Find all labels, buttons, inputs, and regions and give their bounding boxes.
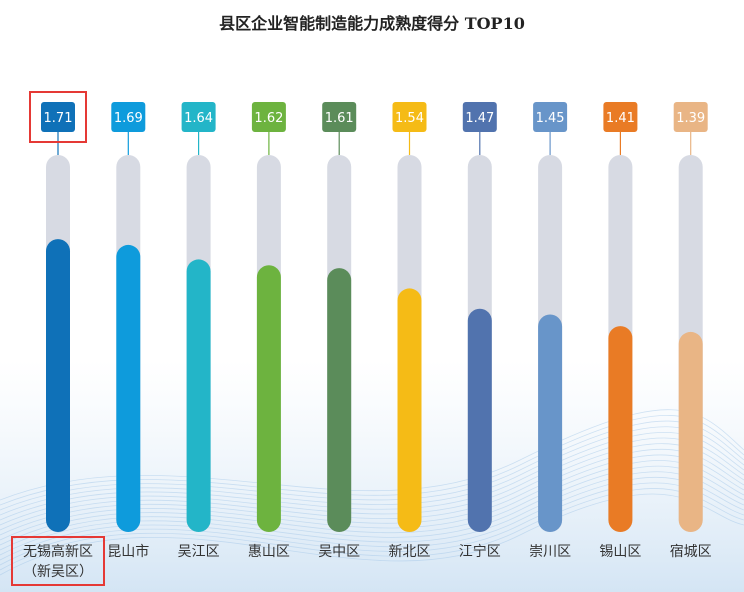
bar: [327, 268, 352, 532]
value-label: 1.69: [114, 111, 143, 126]
category-label: 宿城区: [670, 543, 712, 560]
category-label: 昆山市: [107, 543, 149, 560]
chart-title: 县区企业智能制造能力成熟度得分 TOP10: [219, 14, 525, 33]
chart-marks: 1.71 无锡高新区 （新吴区） 1.69 昆山市 1.64 吴江区 1.62 惠山区 1.61 吴…: [11, 91, 712, 586]
value-label-box: [41, 102, 75, 132]
category-label: 锡山区: [599, 544, 641, 560]
value-label-box: [673, 102, 708, 132]
bar: [186, 259, 211, 532]
bar: [46, 239, 70, 532]
value-label-box: [251, 102, 286, 132]
highlight-value-box: [29, 91, 87, 143]
bar: [116, 244, 141, 532]
value-label-box: [603, 102, 638, 132]
bar: [256, 265, 281, 532]
highlight-category-box: [11, 536, 105, 586]
value-label-box: [533, 102, 568, 132]
bar: [608, 326, 633, 532]
category-label: 江宁区: [459, 543, 501, 560]
category-label: 无锡高新区: [23, 543, 93, 560]
value-label-box: [462, 102, 497, 132]
value-label: 1.62: [254, 111, 283, 126]
value-label-box: [181, 102, 216, 132]
bar: [397, 288, 422, 532]
category-label: 新北区: [389, 544, 431, 560]
category-sublabel: （新吴区）: [23, 564, 93, 580]
bar: [678, 331, 703, 532]
value-label: 1.41: [606, 111, 635, 126]
value-label: 1.47: [465, 111, 494, 126]
bar: [467, 308, 492, 532]
value-label-box: [111, 102, 146, 132]
category-label: 吴中区: [318, 544, 360, 560]
bar: [538, 314, 563, 532]
value-label: 1.39: [676, 111, 705, 126]
value-label: 1.61: [325, 111, 354, 126]
value-label: 1.71: [44, 111, 73, 126]
category-label: 崇川区: [529, 544, 571, 560]
value-label: 1.45: [536, 111, 565, 126]
value-label-box: [322, 102, 357, 132]
value-label-box: [392, 102, 427, 132]
category-label: 惠山区: [248, 544, 290, 560]
value-label: 1.54: [395, 111, 424, 126]
category-label: 吴江区: [178, 544, 220, 560]
value-label: 1.64: [184, 111, 213, 126]
